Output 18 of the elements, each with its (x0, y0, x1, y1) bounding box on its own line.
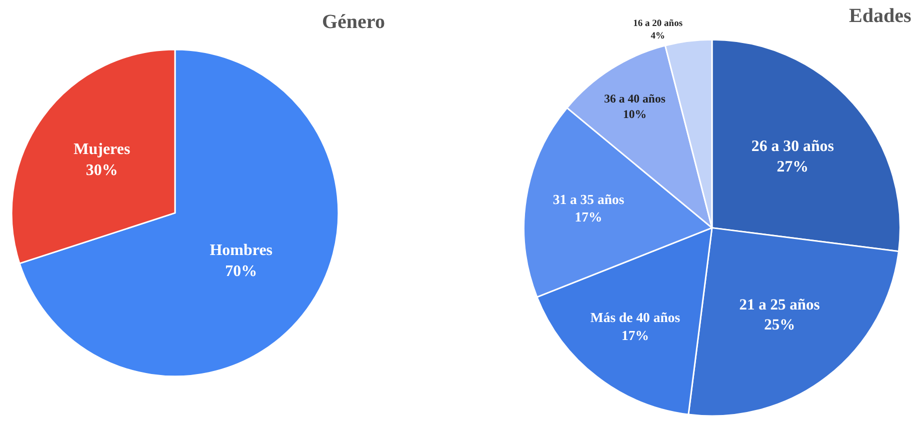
data-label: 70% (225, 262, 258, 280)
chart-title: Género (322, 11, 385, 33)
slice-label: 31 a 35 años (552, 192, 625, 207)
data-label: 10% (622, 107, 647, 122)
slice-label: 16 a 20 años (633, 18, 683, 29)
data-label: 25% (764, 316, 796, 334)
data-label: 17% (574, 210, 602, 225)
slice-label: 26 a 30 años (751, 138, 834, 155)
data-label: 4% (650, 31, 665, 42)
data-label: 30% (86, 162, 118, 179)
data-label: 27% (776, 158, 809, 176)
slice-label: Más de 40 años (590, 310, 681, 325)
chart-title: Edades (849, 5, 912, 27)
slice-label: Mujeres (74, 140, 130, 158)
slice-label: 21 a 25 años (739, 296, 820, 314)
slice-label: Hombres (210, 242, 273, 260)
slice-label: 36 a 40 años (604, 92, 666, 106)
data-label: 17% (622, 328, 649, 343)
